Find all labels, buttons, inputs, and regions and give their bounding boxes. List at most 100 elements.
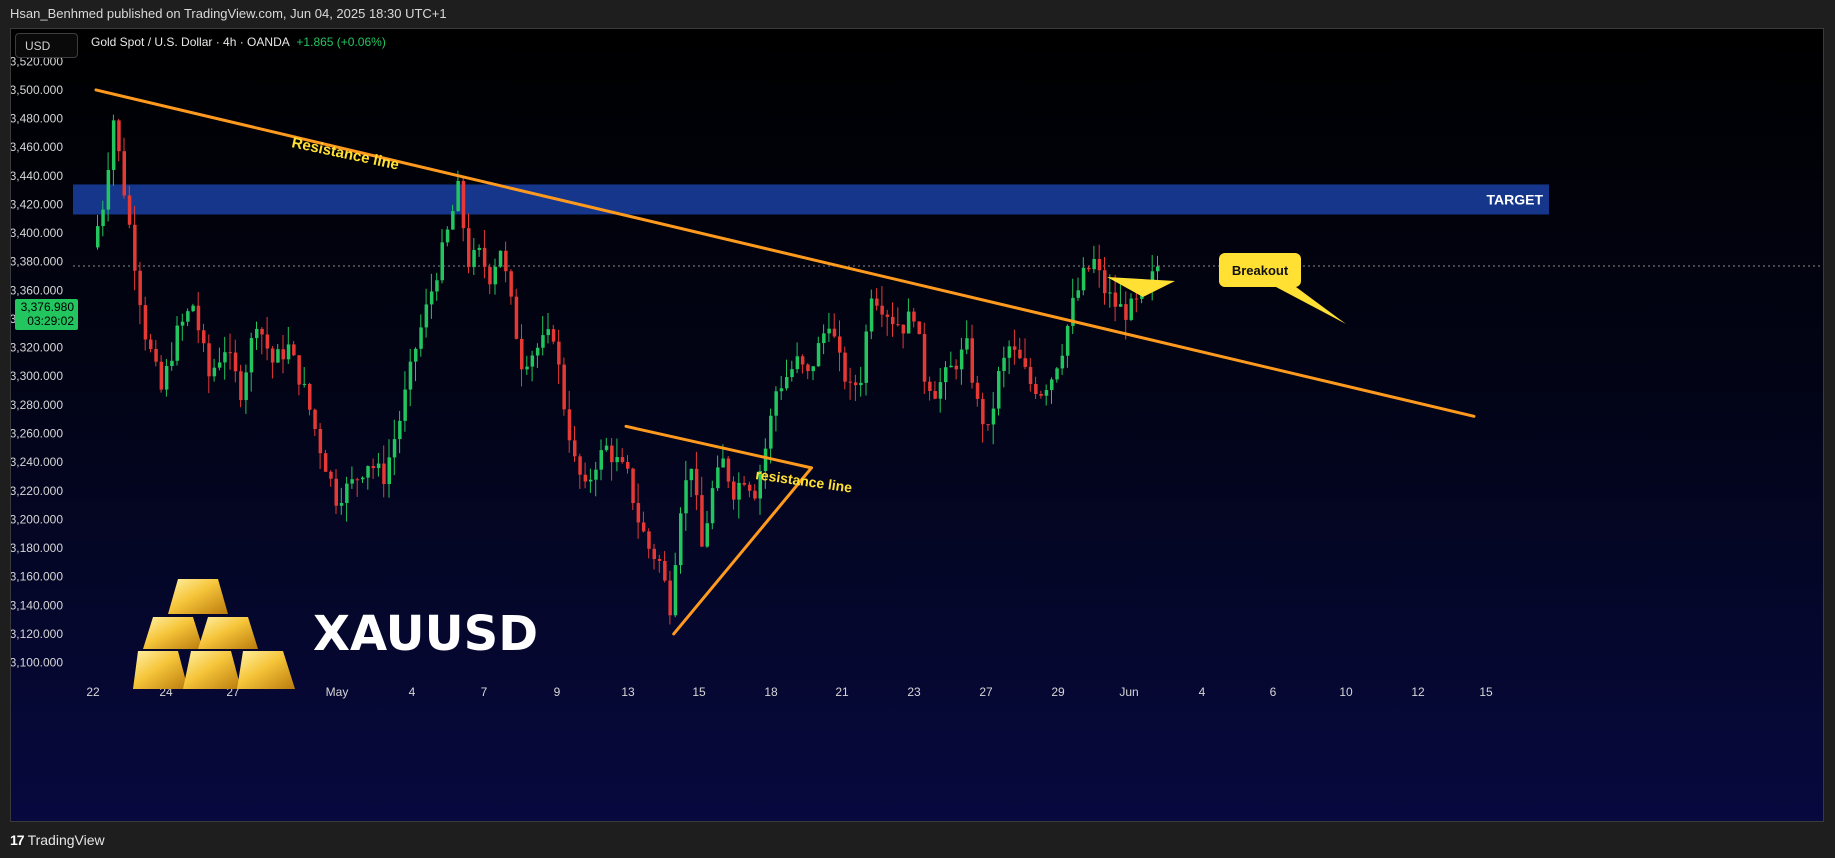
candle — [1044, 384, 1049, 406]
x-tick-label: 23 — [907, 685, 921, 699]
candle — [822, 324, 826, 355]
candle — [186, 308, 190, 327]
y-tick-label: 3,260.000 — [11, 426, 63, 440]
x-tick-label: 29 — [1051, 685, 1065, 699]
x-tick-label: 27 — [979, 685, 993, 699]
candle — [313, 408, 317, 437]
y-tick-label: 3,140.000 — [11, 598, 63, 612]
y-tick-label: 3,100.000 — [11, 656, 63, 670]
breakout-callout: Breakout — [1107, 253, 1346, 324]
candle — [869, 289, 874, 340]
trendline-triangle-lower[interactable] — [672, 466, 813, 636]
price-axis[interactable]: 3,520.0003,500.0003,480.0003,460.0003,44… — [11, 54, 63, 669]
candle — [159, 355, 164, 393]
candle — [535, 343, 540, 369]
candle — [832, 313, 837, 339]
x-tick-label: 10 — [1339, 685, 1353, 699]
y-tick-label: 3,420.000 — [11, 197, 63, 211]
candle — [270, 345, 275, 379]
candle — [1103, 257, 1107, 305]
candle — [959, 337, 964, 385]
trendline-triangle-upper[interactable] — [624, 424, 813, 470]
candle — [679, 507, 683, 574]
candle — [663, 551, 667, 583]
candle — [202, 323, 206, 353]
candle — [217, 347, 222, 371]
y-tick-label: 3,240.000 — [11, 455, 63, 469]
candle — [912, 307, 916, 328]
candle — [800, 354, 805, 374]
candle — [318, 423, 323, 470]
candle — [472, 237, 476, 275]
x-tick-label: 15 — [692, 685, 706, 699]
candle — [583, 462, 588, 489]
currency-selector[interactable]: USD — [15, 33, 78, 58]
candle — [838, 320, 842, 372]
small-resistance-line-label: resistance line — [755, 466, 854, 495]
candle — [520, 324, 524, 387]
candle — [286, 326, 291, 364]
candle — [1129, 293, 1133, 322]
candle — [594, 461, 598, 497]
candle — [265, 316, 270, 361]
candle — [949, 351, 953, 368]
candle — [403, 371, 407, 432]
candle — [636, 483, 641, 539]
candle — [742, 475, 747, 487]
candle — [864, 324, 868, 396]
x-tick-label: 4 — [1199, 685, 1206, 699]
candle — [281, 335, 285, 374]
y-tick-label: 3,120.000 — [11, 627, 63, 641]
y-tick-label: 3,320.000 — [11, 341, 63, 355]
y-tick-label: 3,160.000 — [11, 570, 63, 584]
candle — [525, 355, 529, 375]
y-tick-label: 3,360.000 — [11, 283, 63, 297]
candle — [965, 320, 969, 355]
time-axis[interactable]: 22 24 27 May 4 7 9 13 15 18 21 23 27 29 Jun 4 6 10 12 15 — [86, 685, 1493, 699]
last-price-tag: 3,376.980 03:29:02 — [15, 299, 78, 330]
trendlines-layer — [94, 88, 1476, 636]
candle — [429, 273, 434, 319]
y-tick-label: 3,280.000 — [11, 398, 63, 412]
candle — [573, 426, 577, 462]
candle — [371, 458, 376, 479]
candle — [1118, 284, 1123, 307]
candle — [917, 321, 921, 335]
candle-countdown: 03:29:02 — [27, 314, 74, 328]
candle — [604, 437, 609, 452]
candle — [737, 472, 741, 519]
candle — [170, 342, 174, 371]
candle — [244, 364, 248, 414]
chart-pane[interactable]: TARGET 3,520.000 3,500.000 3,480.000 3,460.… — [10, 28, 1824, 822]
candle — [133, 205, 137, 291]
candle — [551, 324, 556, 345]
candle — [101, 200, 105, 237]
candle — [981, 392, 985, 443]
candle — [451, 204, 455, 230]
candle — [376, 452, 381, 477]
candle — [196, 292, 201, 344]
candle — [557, 329, 561, 384]
x-tick-label: 21 — [835, 685, 849, 699]
candle — [228, 333, 232, 370]
candle — [588, 468, 593, 493]
candle — [700, 476, 704, 547]
candle — [933, 381, 937, 400]
candle — [1039, 390, 1043, 399]
candle — [350, 466, 354, 489]
candle — [806, 363, 810, 380]
price-chart-svg[interactable]: TARGET 3,520.0003,500.0003,480.0003,460.… — [11, 29, 1824, 822]
candle — [997, 366, 1001, 416]
candle — [498, 250, 503, 268]
candle — [684, 460, 688, 531]
candle — [578, 453, 582, 489]
y-tick-label: 3,460.000 — [11, 140, 63, 154]
candle — [705, 510, 709, 548]
footer-logo-text: TradingView — [27, 832, 105, 848]
candle — [504, 241, 508, 283]
candle — [652, 543, 656, 570]
tradingview-logo-icon: 17 — [10, 832, 25, 848]
trendline-major-resistance[interactable] — [94, 88, 1476, 418]
target-label: TARGET — [1486, 191, 1543, 207]
y-tick-label: 3,220.000 — [11, 484, 63, 498]
